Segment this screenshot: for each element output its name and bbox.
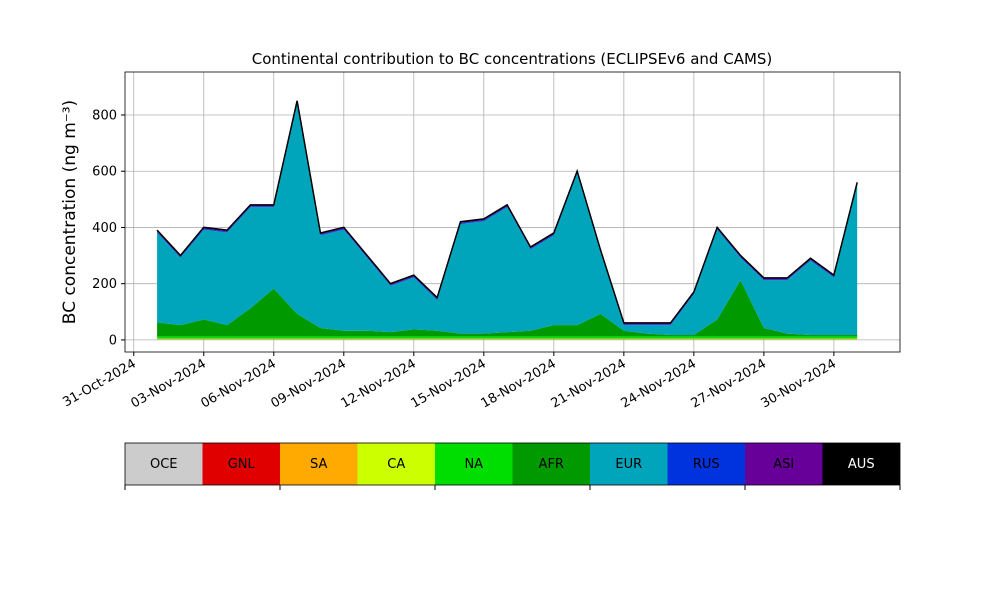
legend-swatch (822, 443, 900, 485)
legend-swatch (667, 443, 745, 485)
area (157, 336, 858, 339)
legend-label: CA (387, 457, 405, 472)
legend-label: EUR (615, 457, 642, 472)
y-tick-label: 400 (92, 221, 117, 236)
legend-swatch (280, 443, 358, 485)
legend-label: AUS (848, 457, 875, 472)
area (157, 280, 858, 337)
legend-swatch (590, 443, 668, 485)
legend-swatch (125, 443, 203, 485)
area (157, 103, 858, 335)
areas (156, 100, 858, 340)
area (157, 338, 858, 340)
legend-label: GNL (228, 457, 256, 472)
legend-label: ASI (773, 457, 794, 472)
plot-frame (124, 71, 901, 353)
legend-swatch (357, 443, 435, 485)
legend-frame (124, 442, 901, 486)
legend-label: OCE (150, 457, 178, 472)
legend-swatch (512, 443, 590, 485)
chart-title: Continental contribution to BC concentra… (252, 50, 773, 68)
legend-label: AFR (539, 457, 564, 472)
y-tick-label: 600 (92, 165, 117, 180)
legend-label: SA (310, 457, 327, 472)
legend: OCE GNL SA CA NA AFR EUR RUS ASI AUS (124, 442, 901, 490)
total-line (156, 100, 858, 324)
y-tick-label: 800 (92, 109, 117, 124)
y-axis-label: BC concentration (ng m⁻³) (60, 100, 80, 324)
legend-label: RUS (693, 457, 720, 472)
legend-swatch (745, 443, 823, 485)
legend-swatch (435, 443, 513, 485)
legend-swatch (202, 443, 280, 485)
y-tick-label: 200 (92, 277, 117, 292)
y-tick-label: 0 (109, 333, 117, 348)
legend-label: NA (464, 457, 483, 472)
